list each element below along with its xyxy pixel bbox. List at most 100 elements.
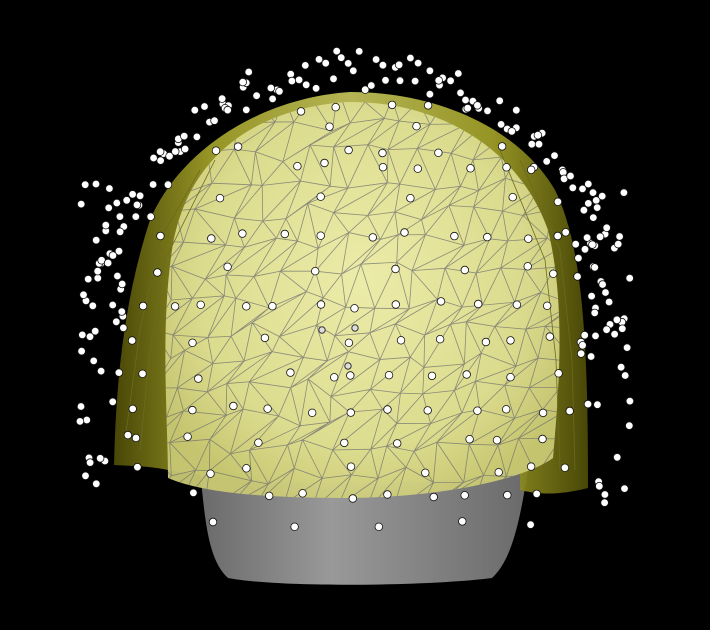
sensor-point-174 — [112, 198, 121, 208]
sensor-point-165 — [586, 352, 596, 361]
sensor-point-41 — [179, 131, 189, 141]
sensor-point-142 — [590, 308, 599, 318]
electrode-70 — [427, 371, 437, 381]
electrode-104 — [298, 489, 307, 498]
sensor-point-118 — [568, 183, 577, 192]
sensor-point-20 — [101, 220, 110, 230]
sensor-point-27 — [135, 191, 145, 200]
electrode-41 — [523, 262, 532, 271]
sensor-point-9 — [93, 273, 102, 283]
electrode-13 — [497, 142, 507, 151]
sensor-point-15 — [114, 246, 124, 256]
cap-edge-3 — [499, 149, 561, 471]
electrode-0 — [223, 105, 232, 115]
electrode-25 — [156, 231, 165, 241]
electrode-99 — [494, 468, 503, 477]
sensor-point-185 — [602, 223, 611, 232]
electrode-111 — [208, 517, 218, 527]
electrode-101 — [560, 463, 570, 472]
sensor-point-21 — [146, 212, 155, 221]
electrode-113 — [374, 522, 383, 531]
cap-edge-1 — [139, 159, 216, 451]
electrode-76 — [229, 401, 238, 411]
electrode-3 — [387, 100, 397, 110]
sensor-point-97 — [473, 101, 482, 110]
electrode-92 — [492, 436, 502, 445]
sensor-point-3 — [117, 307, 126, 316]
sensor-point-8 — [117, 279, 127, 289]
electrode-53 — [512, 300, 522, 309]
electrode-110 — [532, 489, 541, 499]
sensor-point-189 — [600, 498, 609, 507]
sensor-point-1 — [112, 317, 121, 326]
sensor-point-104 — [507, 127, 516, 136]
sensor-point-47 — [210, 116, 219, 125]
sensor-point-157 — [622, 343, 632, 352]
sensor-point-75 — [367, 81, 376, 90]
sensor-point-61 — [287, 76, 297, 86]
electrode-7 — [412, 121, 421, 131]
sensor-point-120 — [588, 188, 598, 197]
sensor-point-164 — [77, 347, 86, 356]
sensor-point-170 — [104, 203, 113, 213]
electrode-60 — [435, 335, 445, 344]
electrode-112 — [290, 522, 299, 531]
sensor-point-62 — [294, 75, 304, 85]
sensor-point-28 — [148, 180, 158, 189]
sensor-point-109 — [533, 130, 543, 140]
electrode-16 — [378, 162, 388, 172]
electrode-55 — [127, 336, 137, 345]
sensor-point-204 — [76, 402, 86, 411]
sensor-point-101 — [512, 105, 521, 115]
sensor-point-180 — [85, 332, 95, 341]
electrode-24 — [508, 192, 517, 202]
sensor-point-176 — [115, 212, 125, 221]
sensor-point-54 — [244, 67, 253, 77]
sensor-point-149 — [576, 349, 586, 358]
electrode-88 — [254, 438, 263, 447]
electrode-38 — [311, 267, 320, 276]
electrode-73 — [554, 369, 563, 378]
electrode-21 — [215, 193, 225, 203]
sensor-point-39 — [180, 144, 190, 154]
electrode-51 — [436, 297, 446, 306]
sensor-point-201 — [613, 453, 622, 462]
sensor-point-123 — [593, 203, 602, 212]
electrode-72 — [506, 373, 515, 382]
electrode-9 — [233, 142, 243, 151]
electrode-89 — [340, 438, 349, 448]
sensor-point-80 — [394, 60, 404, 70]
sensor-point-59 — [275, 87, 284, 96]
electrode-81 — [423, 406, 432, 415]
sensor-point-207 — [595, 482, 604, 491]
electrode-61 — [481, 337, 491, 347]
electrode-80 — [383, 405, 392, 414]
sensor-point-202 — [108, 251, 118, 260]
electrode-59 — [396, 336, 406, 345]
sensor-point-138 — [601, 288, 610, 297]
electrode-67 — [330, 373, 339, 382]
fiducial-marker-2 — [344, 362, 352, 370]
sensor-point-31 — [149, 153, 158, 163]
electrode-93 — [538, 434, 547, 444]
electrode-64 — [138, 369, 147, 378]
sensor-point-64 — [301, 61, 310, 70]
electrode-45 — [196, 300, 205, 309]
electrode-29 — [316, 231, 325, 240]
electrode-87 — [183, 432, 192, 441]
sensor-point-192 — [108, 300, 117, 310]
electrode-10 — [344, 145, 353, 155]
sensor-point-167 — [591, 331, 600, 341]
electrode-44 — [170, 302, 180, 311]
electrode-28 — [280, 229, 289, 239]
sensor-point-178 — [76, 199, 86, 209]
electrode-77 — [263, 404, 272, 413]
sensor-point-161 — [616, 363, 626, 372]
electrode-6 — [325, 122, 334, 131]
sensor-point-156 — [105, 184, 114, 193]
sensor-point-135 — [573, 272, 582, 281]
sensor-point-81 — [395, 76, 405, 85]
sensor-point-16 — [91, 235, 101, 245]
scalp-electrodes — [127, 100, 574, 531]
cap-edge-0 — [124, 169, 201, 441]
